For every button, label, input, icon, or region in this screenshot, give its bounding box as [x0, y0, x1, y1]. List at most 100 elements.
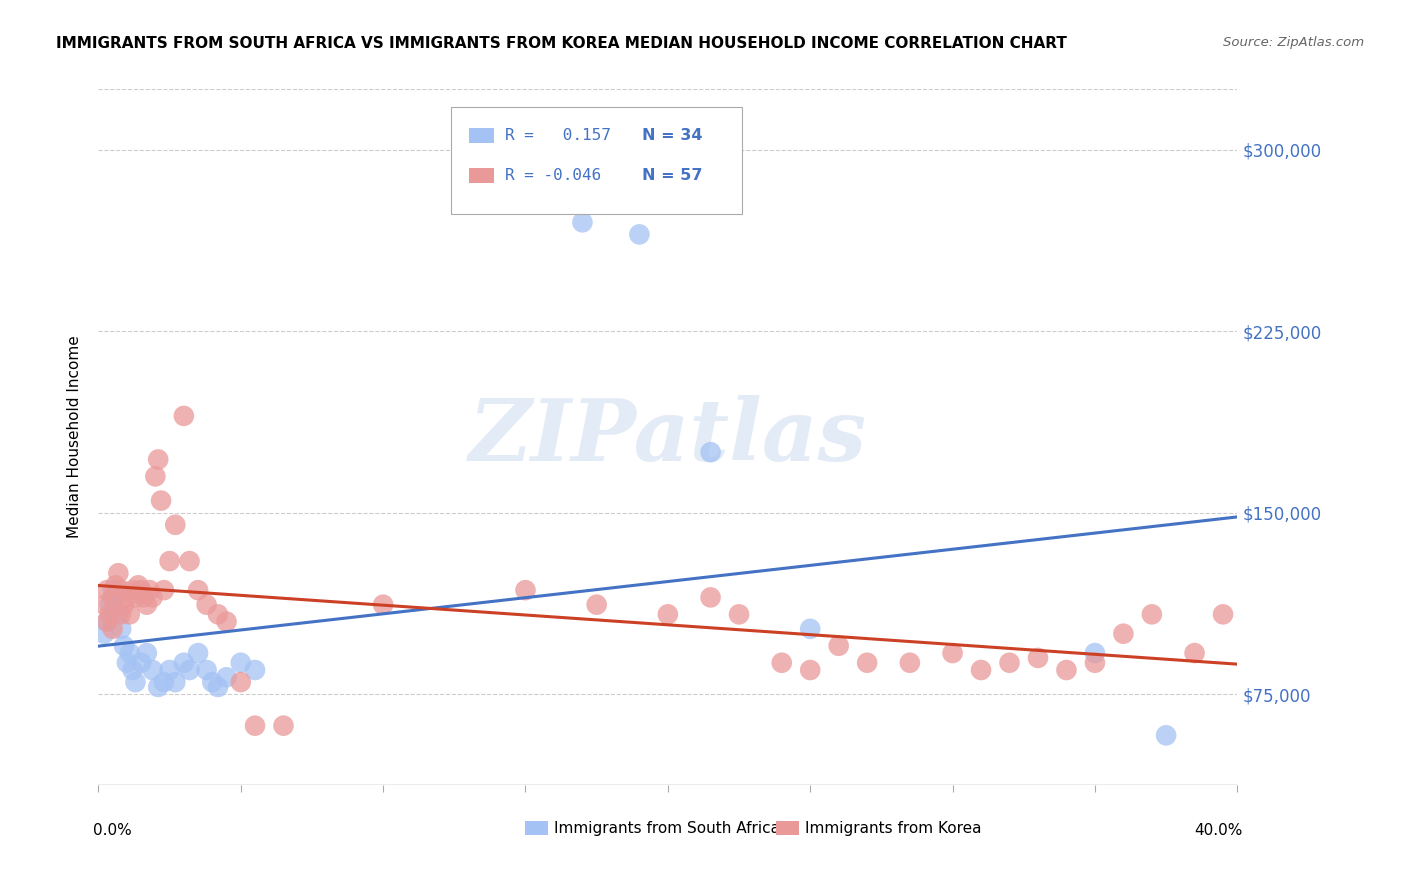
Point — [159, 554, 181, 568]
Point — [1084, 656, 1107, 670]
Point — [187, 583, 209, 598]
Point — [699, 445, 721, 459]
Point — [135, 646, 157, 660]
Point — [215, 670, 238, 684]
Point — [93, 598, 115, 612]
Point — [179, 554, 201, 568]
Point — [148, 680, 170, 694]
Point — [1154, 728, 1177, 742]
Point — [229, 675, 252, 690]
Text: N = 57: N = 57 — [641, 168, 702, 183]
Point — [229, 656, 252, 670]
Point — [121, 583, 143, 598]
Point — [150, 493, 173, 508]
Point — [129, 656, 152, 670]
FancyBboxPatch shape — [776, 822, 799, 835]
Point — [153, 675, 176, 690]
Point — [657, 607, 679, 622]
Point — [138, 583, 160, 598]
Point — [699, 591, 721, 605]
Text: R = -0.046: R = -0.046 — [505, 168, 602, 183]
Point — [159, 663, 181, 677]
Point — [121, 663, 143, 677]
Point — [104, 578, 127, 592]
Point — [1112, 626, 1135, 640]
Point — [101, 591, 124, 605]
Point — [942, 646, 965, 660]
Point — [998, 656, 1021, 670]
Point — [207, 680, 229, 694]
Point — [195, 598, 218, 612]
Point — [215, 615, 238, 629]
Y-axis label: Median Household Income: Median Household Income — [67, 335, 83, 539]
Point — [1084, 646, 1107, 660]
Point — [129, 583, 152, 598]
Point — [1140, 607, 1163, 622]
Point — [98, 598, 121, 612]
Text: Immigrants from Korea: Immigrants from Korea — [804, 821, 981, 836]
Text: IMMIGRANTS FROM SOUTH AFRICA VS IMMIGRANTS FROM KOREA MEDIAN HOUSEHOLD INCOME CO: IMMIGRANTS FROM SOUTH AFRICA VS IMMIGRAN… — [56, 36, 1067, 51]
Point — [373, 598, 395, 612]
Point — [112, 598, 135, 612]
Point — [145, 469, 167, 483]
Point — [173, 656, 195, 670]
Point — [243, 719, 266, 733]
Point — [132, 591, 155, 605]
Text: Source: ZipAtlas.com: Source: ZipAtlas.com — [1223, 36, 1364, 49]
Point — [104, 591, 127, 605]
FancyBboxPatch shape — [468, 128, 494, 144]
Point — [165, 675, 187, 690]
Point — [118, 607, 141, 622]
Point — [628, 227, 651, 242]
Point — [207, 607, 229, 622]
Point — [728, 607, 751, 622]
Point — [201, 675, 224, 690]
Point — [970, 663, 993, 677]
Point — [115, 591, 138, 605]
Point — [898, 656, 921, 670]
Point — [124, 591, 146, 605]
FancyBboxPatch shape — [468, 168, 494, 183]
Point — [165, 517, 187, 532]
Point — [799, 663, 821, 677]
Point — [571, 215, 593, 229]
Text: N = 34: N = 34 — [641, 128, 702, 144]
Point — [799, 622, 821, 636]
Point — [856, 656, 879, 670]
Text: ZIPatlas: ZIPatlas — [468, 395, 868, 479]
Text: 40.0%: 40.0% — [1195, 823, 1243, 838]
Text: Immigrants from South Africa: Immigrants from South Africa — [554, 821, 780, 836]
Point — [141, 663, 163, 677]
Point — [1212, 607, 1234, 622]
Point — [101, 583, 124, 598]
Point — [93, 626, 115, 640]
Point — [173, 409, 195, 423]
Point — [107, 607, 129, 622]
Point — [107, 566, 129, 581]
Point — [195, 663, 218, 677]
Point — [96, 583, 118, 598]
Point — [141, 591, 163, 605]
Text: R =   0.157: R = 0.157 — [505, 128, 610, 144]
Point — [273, 719, 295, 733]
Point — [243, 663, 266, 677]
Point — [585, 598, 607, 612]
Point — [98, 607, 121, 622]
Point — [1056, 663, 1078, 677]
Point — [1026, 651, 1049, 665]
Text: 0.0%: 0.0% — [93, 823, 132, 838]
Point — [115, 656, 138, 670]
Point — [110, 622, 132, 636]
Point — [124, 675, 146, 690]
Point — [828, 639, 851, 653]
Point — [148, 452, 170, 467]
Point — [127, 578, 149, 592]
Point — [110, 607, 132, 622]
Point — [96, 615, 118, 629]
FancyBboxPatch shape — [526, 822, 548, 835]
Point — [101, 622, 124, 636]
Point — [153, 583, 176, 598]
Point — [112, 639, 135, 653]
Point — [1184, 646, 1206, 660]
Point — [110, 583, 132, 598]
